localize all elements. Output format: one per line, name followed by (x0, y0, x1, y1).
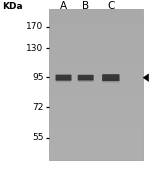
Bar (49, 16, 143, 19)
Bar (49, 24, 143, 27)
Bar (49, 125, 143, 127)
Bar (49, 74, 143, 77)
Bar (49, 122, 143, 125)
Bar (49, 110, 143, 112)
Bar (49, 117, 143, 119)
Bar (49, 94, 143, 97)
Bar (49, 89, 143, 92)
Bar (49, 77, 143, 79)
Bar (49, 49, 143, 52)
Bar (49, 157, 143, 160)
Bar (49, 112, 143, 114)
Bar (49, 142, 143, 145)
Bar (49, 137, 143, 140)
Bar (49, 97, 143, 99)
Bar (49, 69, 143, 72)
FancyBboxPatch shape (56, 79, 71, 82)
Bar (49, 150, 143, 152)
Bar (49, 9, 143, 160)
Text: 72: 72 (32, 103, 44, 112)
FancyBboxPatch shape (56, 75, 72, 81)
Bar (49, 107, 143, 110)
Bar (49, 99, 143, 102)
Bar (49, 31, 143, 34)
Bar (49, 114, 143, 117)
Bar (49, 130, 143, 132)
Bar (49, 37, 143, 39)
FancyBboxPatch shape (78, 75, 94, 80)
Bar (49, 9, 143, 11)
Bar (49, 39, 143, 42)
Bar (49, 132, 143, 135)
Bar (49, 52, 143, 54)
Text: B: B (82, 1, 89, 11)
Bar (49, 152, 143, 155)
Bar (49, 42, 143, 44)
Text: 170: 170 (26, 22, 44, 31)
Bar (49, 19, 143, 21)
Bar (49, 72, 143, 74)
Bar (49, 67, 143, 69)
Bar (49, 59, 143, 62)
Bar (49, 145, 143, 147)
Bar (49, 87, 143, 89)
Bar (49, 57, 143, 59)
Bar (49, 140, 143, 142)
Text: KDa: KDa (2, 2, 23, 11)
Bar (49, 82, 143, 84)
Bar (49, 47, 143, 49)
Bar (49, 92, 143, 94)
Bar (49, 14, 143, 16)
Text: C: C (107, 1, 114, 11)
FancyBboxPatch shape (78, 79, 94, 82)
Bar (49, 84, 143, 87)
Bar (49, 44, 143, 47)
FancyBboxPatch shape (102, 74, 120, 81)
Text: 130: 130 (26, 44, 44, 53)
Text: 95: 95 (32, 73, 44, 82)
Bar (49, 29, 143, 31)
Polygon shape (143, 74, 149, 81)
Bar (49, 21, 143, 24)
Bar (49, 34, 143, 37)
Bar (49, 102, 143, 104)
Bar (49, 135, 143, 137)
Bar (49, 127, 143, 130)
Bar (49, 11, 143, 14)
Bar (49, 27, 143, 29)
Bar (49, 79, 143, 82)
Bar (49, 119, 143, 122)
Bar (49, 54, 143, 57)
Bar (49, 104, 143, 107)
FancyBboxPatch shape (102, 79, 119, 83)
Text: A: A (60, 1, 67, 11)
Text: 55: 55 (32, 133, 44, 142)
Bar (49, 64, 143, 67)
Bar (49, 155, 143, 157)
Bar (49, 147, 143, 150)
Bar (49, 62, 143, 64)
